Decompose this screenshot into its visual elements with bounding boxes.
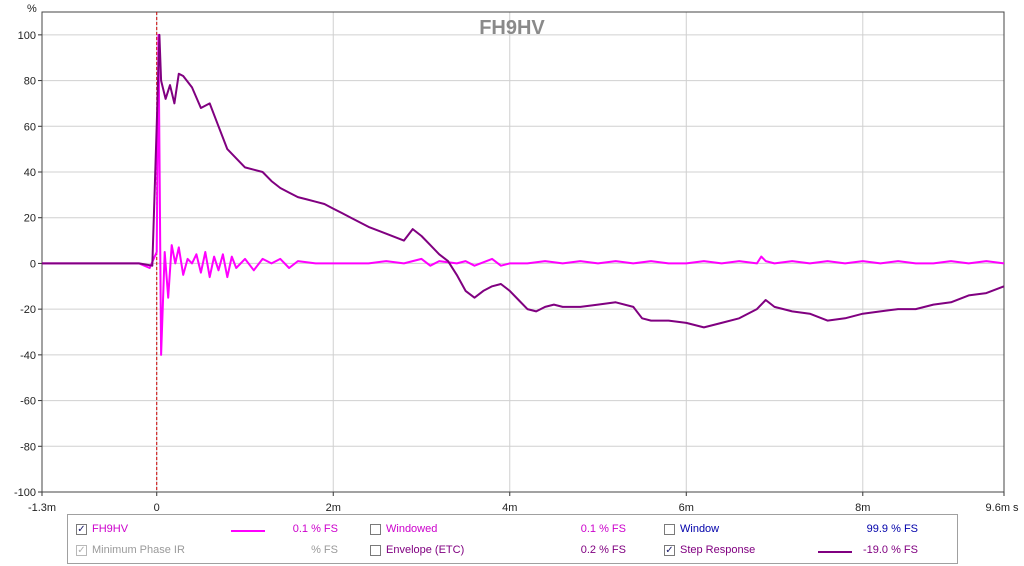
y-tick-label: -20: [20, 304, 36, 316]
y-axis-unit-label: %: [27, 3, 37, 15]
x-tick-label: 8m: [855, 502, 870, 514]
legend-checkbox-fh9hv[interactable]: ✓: [76, 524, 87, 535]
y-tick-label: -100: [14, 487, 36, 499]
y-tick-label: 60: [24, 121, 36, 133]
x-tick-label: -1.3m: [28, 502, 56, 514]
legend-item-window[interactable]: Window 99.9 % FS: [664, 521, 934, 539]
chart-title: FH9HV: [479, 17, 545, 39]
series-line-step-response: [42, 33, 1005, 329]
legend-label-envelope: Envelope (ETC): [386, 544, 465, 556]
legend-value-windowed: 0.1 % FS: [580, 523, 626, 535]
legend-checkbox-window[interactable]: [664, 524, 675, 535]
axes: [38, 11, 1005, 496]
x-tick-label: 9.6m: [986, 502, 1010, 514]
legend-item-windowed[interactable]: Windowed 0.1 % FS: [370, 521, 640, 539]
series-layer: [42, 33, 1005, 356]
x-tick-label: 2m: [326, 502, 341, 514]
y-tick-label: 40: [24, 167, 36, 179]
x-tick-label: 0: [154, 502, 160, 514]
legend-label-step-response: Step Response: [680, 544, 756, 556]
x-tick-label: 6m: [679, 502, 694, 514]
grid: [42, 12, 1004, 493]
plot-frame: [41, 11, 1005, 493]
legend-item-envelope[interactable]: Envelope (ETC) 0.2 % FS: [370, 542, 640, 560]
y-tick-label: 80: [24, 76, 36, 88]
legend-item-minimum-phase-ir: ✓ Minimum Phase IR % FS: [76, 542, 346, 560]
x-tick-label: 4m: [502, 502, 517, 514]
y-tick-label: 0: [30, 258, 36, 270]
legend-checkbox-windowed[interactable]: [370, 524, 381, 535]
legend-item-fh9hv[interactable]: ✓ FH9HV 0.1 % FS: [76, 521, 346, 539]
y-tick-label: 20: [24, 213, 36, 225]
legend-value-window: 99.9 % FS: [866, 523, 918, 535]
series-line-fh9hv: [42, 33, 1005, 356]
y-tick-label: -80: [20, 441, 36, 453]
legend-value-fh9hv: 0.1 % FS: [292, 523, 338, 535]
legend-checkbox-envelope[interactable]: [370, 545, 381, 556]
legend-value-step-response: -19.0 % FS: [862, 544, 918, 556]
y-tick-label: 100: [18, 30, 36, 42]
legend-label-minimum-phase-ir: Minimum Phase IR: [92, 544, 185, 556]
legend-item-step-response[interactable]: ✓ Step Response -19.0 % FS: [664, 542, 934, 560]
legend-swatch-step-response: [818, 551, 852, 553]
legend-label-fh9hv: FH9HV: [92, 523, 129, 535]
legend-value-minimum-phase-ir: % FS: [311, 544, 338, 556]
chart-area: 100 80 60 40 20 0 -20 -40 -60 -80 -100 -1.3m 0 2m 4m 6m…: [14, 3, 1019, 514]
legend-checkbox-step-response[interactable]: ✓: [664, 545, 675, 556]
legend-label-window: Window: [680, 523, 720, 535]
tick-labels: 100 80 60 40 20 0 -20 -40 -60 -80 -100 -1.3m 0 2m 4m 6m…: [14, 30, 1010, 514]
legend-checkbox-minimum-phase-ir: ✓: [76, 545, 87, 556]
x-axis-unit-label: s: [1013, 502, 1019, 514]
legend-swatch-fh9hv: [231, 530, 265, 532]
y-tick-label: -60: [20, 396, 36, 408]
legend-panel: ✓ FH9HV 0.1 % FS Windowed 0.1 % FS Windo…: [67, 514, 958, 564]
y-tick-label: -40: [20, 350, 36, 362]
plot-background: [42, 12, 1004, 492]
legend-value-envelope: 0.2 % FS: [580, 544, 626, 556]
legend-label-windowed: Windowed: [386, 523, 438, 535]
